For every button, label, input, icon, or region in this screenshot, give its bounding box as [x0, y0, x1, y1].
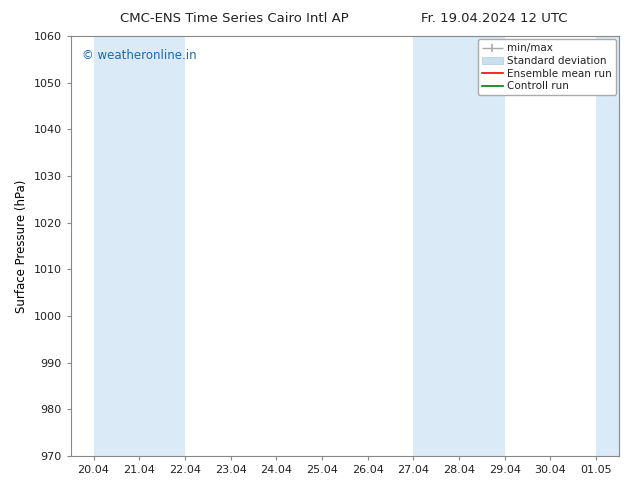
Text: © weatheronline.in: © weatheronline.in	[82, 49, 197, 62]
Bar	[94, 36, 185, 456]
Text: Fr. 19.04.2024 12 UTC: Fr. 19.04.2024 12 UTC	[421, 12, 568, 25]
Bar	[596, 36, 619, 456]
Legend: min/max, Standard deviation, Ensemble mean run, Controll run: min/max, Standard deviation, Ensemble me…	[478, 39, 616, 96]
Y-axis label: Surface Pressure (hPa): Surface Pressure (hPa)	[15, 179, 28, 313]
Text: CMC-ENS Time Series Cairo Intl AP: CMC-ENS Time Series Cairo Intl AP	[120, 12, 349, 25]
Bar	[413, 36, 505, 456]
